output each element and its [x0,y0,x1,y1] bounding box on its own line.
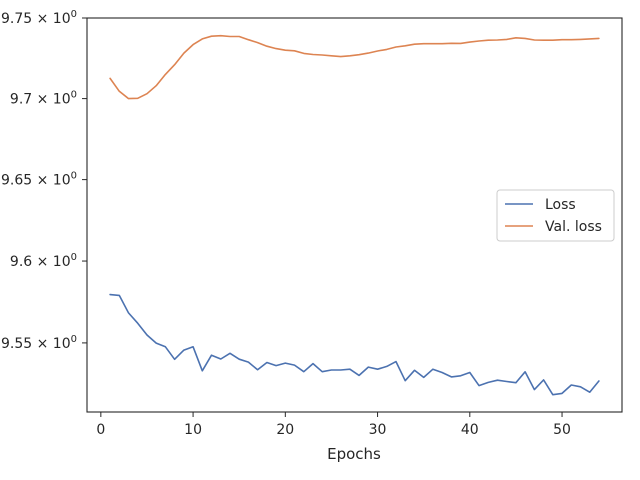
x-tick-label: 0 [96,422,105,438]
x-tick-label: 10 [184,422,202,438]
x-tick-label: 20 [276,422,294,438]
y-tick-label: 9.6 × 100 [10,252,77,270]
y-tick-label: 9.65 × 100 [1,171,77,189]
x-tick-label: 50 [553,422,571,438]
y-tick-label: 9.75 × 100 [1,9,77,27]
axes-frame [86,17,623,413]
legend-label-1: Val. loss [545,219,602,235]
axes-layer: 0 10 20 30 40 50 9.55 × 100 9.6 × 100 9.65 × 100… [1,9,623,438]
x-axis-label: Epochs [327,445,381,463]
series-layer [109,34,600,396]
legend-label-0: Loss [545,197,576,213]
y-tick-label: 9.7 × 100 [10,90,77,108]
legend: Loss Val. loss [496,189,615,242]
series-line-1 [109,34,600,100]
legend-box [496,189,615,242]
x-tick-label: 30 [369,422,387,438]
series-line-0 [109,293,600,396]
x-tick-label: 40 [461,422,479,438]
y-tick-label: 9.55 × 100 [1,334,77,352]
